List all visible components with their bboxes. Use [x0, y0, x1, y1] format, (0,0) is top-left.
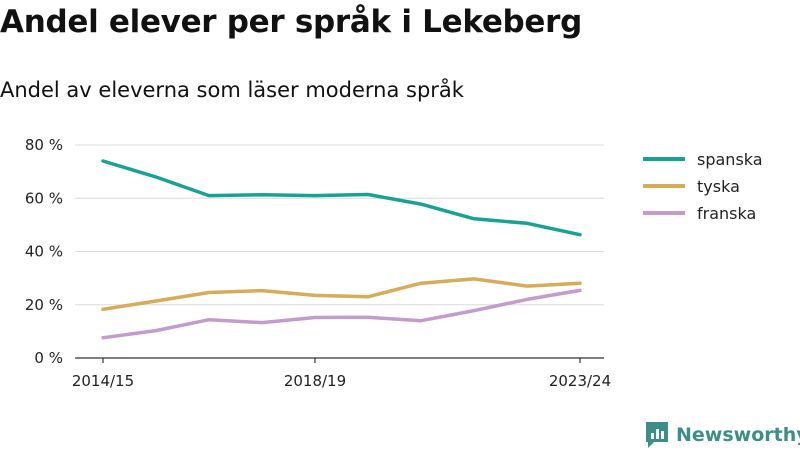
x-tick-label: 2014/15 [72, 372, 134, 390]
chart-title: Andel elever per språk i Lekeberg [0, 4, 583, 40]
chart-subtitle: Andel av eleverna som läser moderna språ… [0, 78, 464, 102]
legend-label-tyska: tyska [697, 177, 740, 196]
gridlines [75, 144, 604, 306]
legend: spanska tyska franska [643, 150, 763, 223]
series-line-tyska [101, 277, 582, 312]
y-tick-label: 20 % [25, 296, 63, 314]
series-line-franska [101, 288, 582, 340]
brand-name: Newsworthy [676, 424, 800, 446]
series-lines [101, 159, 582, 340]
y-tick-label: 80 % [25, 136, 63, 154]
newsworthy-logo-icon [646, 422, 668, 448]
series-line-spanska [101, 159, 582, 237]
x-tick-label: 2023/24 [549, 372, 611, 390]
legend-label-spanska: spanska [697, 150, 763, 169]
y-tick-label: 60 % [25, 189, 63, 207]
x-tick-label: 2018/19 [284, 372, 346, 390]
y-tick-label: 40 % [25, 243, 63, 261]
legend-label-franska: franska [697, 204, 756, 223]
newsworthy-brand[interactable]: Newsworthy [644, 420, 800, 450]
y-tick-label: 0 % [34, 349, 63, 367]
x-axis: 2014/15 2018/19 2023/24 [72, 357, 611, 390]
y-axis: 0 % 20 % 40 % 60 % 80 % [25, 136, 63, 367]
